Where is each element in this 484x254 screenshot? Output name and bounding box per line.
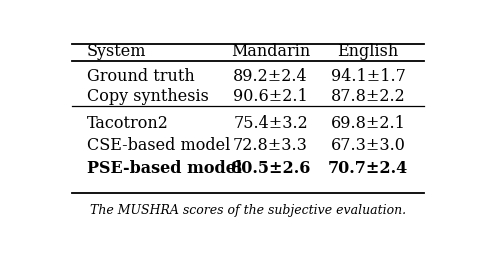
Text: PSE-based model: PSE-based model bbox=[87, 160, 242, 177]
Text: English: English bbox=[337, 42, 399, 59]
Text: 75.4±3.2: 75.4±3.2 bbox=[233, 115, 308, 132]
Text: Mandarin: Mandarin bbox=[231, 42, 310, 59]
Text: 80.5±2.6: 80.5±2.6 bbox=[230, 160, 311, 177]
Text: System: System bbox=[87, 42, 146, 59]
Text: 90.6±2.1: 90.6±2.1 bbox=[233, 88, 308, 105]
Text: The MUSHRA scores of the subjective evaluation.: The MUSHRA scores of the subjective eval… bbox=[90, 204, 406, 217]
Text: Ground truth: Ground truth bbox=[87, 68, 195, 85]
Text: Copy synthesis: Copy synthesis bbox=[87, 88, 209, 105]
Text: 69.8±2.1: 69.8±2.1 bbox=[331, 115, 406, 132]
Text: 94.1±1.7: 94.1±1.7 bbox=[331, 68, 406, 85]
Text: 72.8±3.3: 72.8±3.3 bbox=[233, 137, 308, 154]
Text: Tacotron2: Tacotron2 bbox=[87, 115, 168, 132]
Text: 89.2±2.4: 89.2±2.4 bbox=[233, 68, 308, 85]
Text: 70.7±2.4: 70.7±2.4 bbox=[328, 160, 408, 177]
Text: 67.3±3.0: 67.3±3.0 bbox=[331, 137, 406, 154]
Text: 87.8±2.2: 87.8±2.2 bbox=[331, 88, 406, 105]
Text: CSE-based model: CSE-based model bbox=[87, 137, 230, 154]
